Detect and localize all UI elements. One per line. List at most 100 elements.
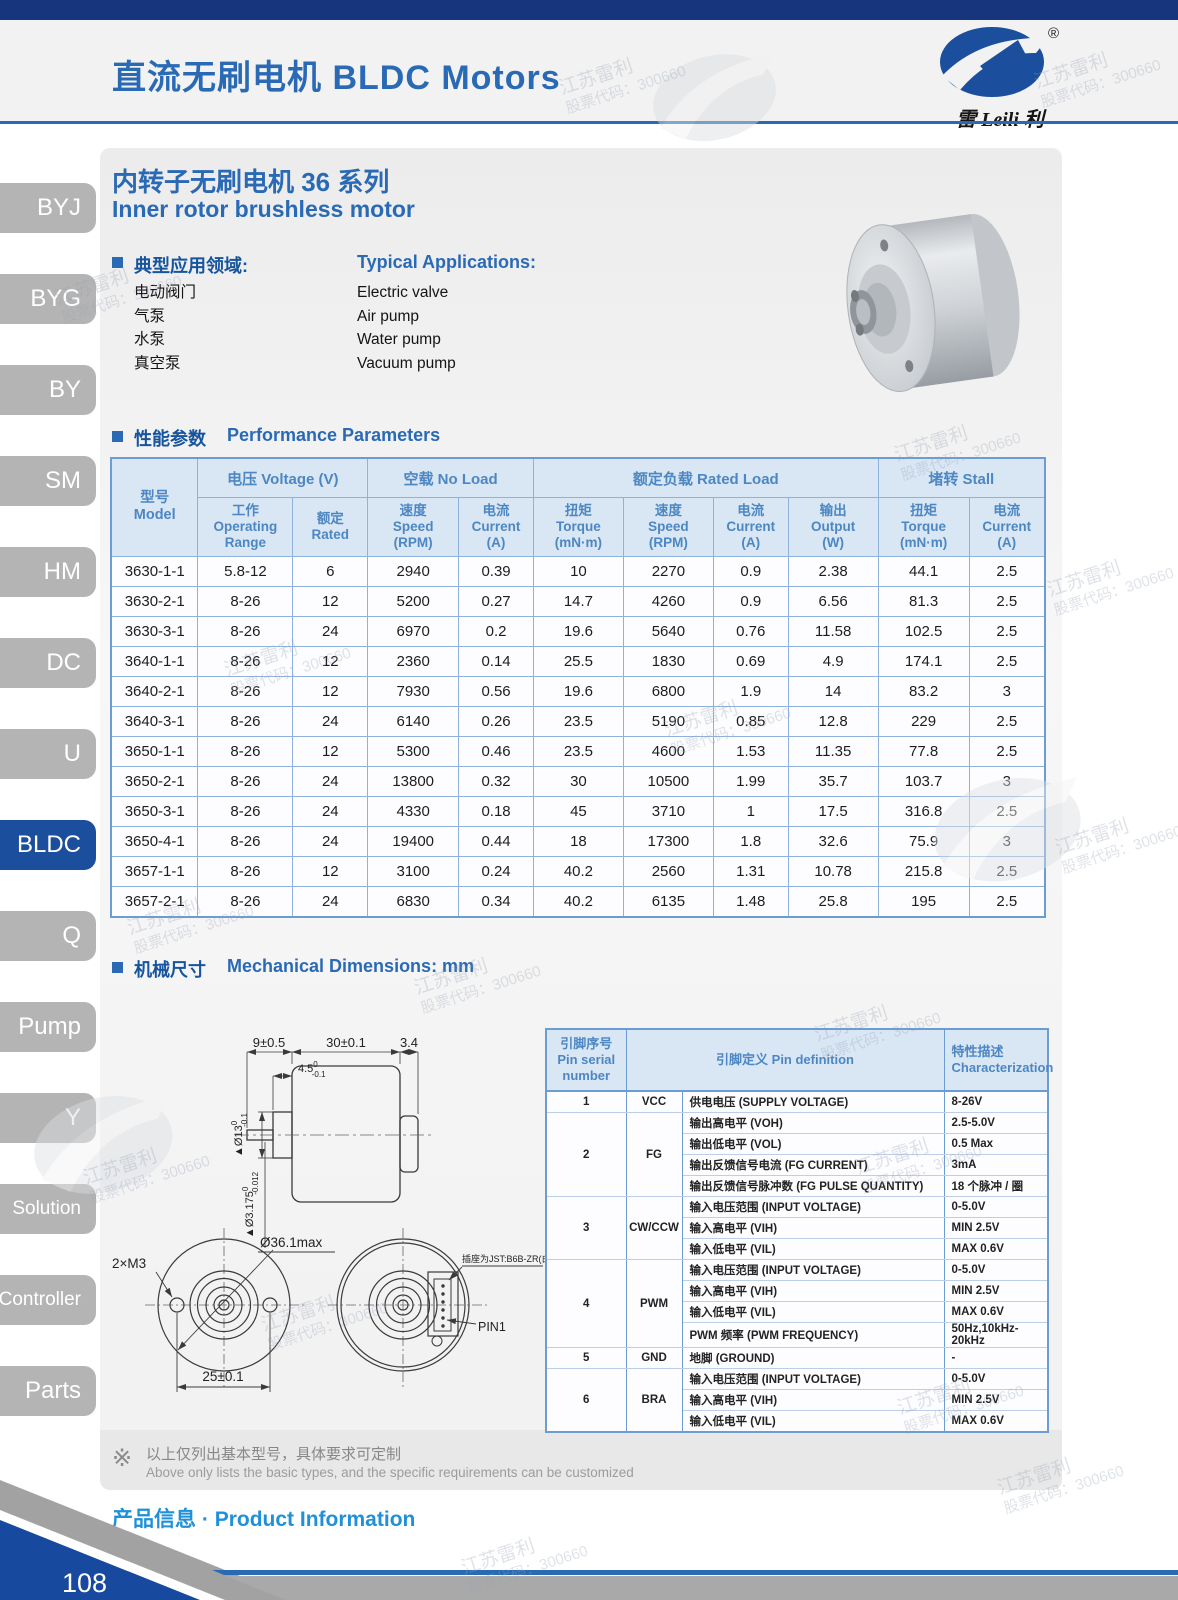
pin-definition: PWM 频率 (PWM FREQUENCY) — [681, 1322, 945, 1348]
sidebar-item-byg[interactable]: BYG — [0, 274, 96, 324]
perf-cell: 316.8 — [877, 795, 970, 827]
perf-cell: 2560 — [622, 855, 714, 887]
perf-cell: 4330 — [367, 795, 460, 827]
pin-definition: 输出反馈信号脉冲数 (FG PULSE QUANTITY) — [681, 1175, 945, 1197]
application-zh: 气泵 — [134, 307, 166, 325]
perf-cell: 6800 — [622, 675, 714, 707]
perf-cell: 12 — [292, 855, 369, 887]
footer-graphic: 108 — [0, 1480, 1178, 1600]
dim-body-length: 30±0.1 — [326, 1035, 366, 1050]
pin-number: 4 — [545, 1259, 627, 1348]
sidebar-item-q[interactable]: Q — [0, 911, 96, 961]
sidebar-item-pump[interactable]: Pump — [0, 1002, 96, 1052]
sidebar-item-dc[interactable]: DC — [0, 638, 96, 688]
perf-cell: 12.8 — [787, 705, 879, 737]
perf-sub-header: 扭矩 Torque (mN·m) — [877, 497, 970, 557]
top-bar — [0, 0, 1178, 20]
application-item: 真空泵 Vacuum pump — [134, 352, 634, 376]
perf-row: 3630-1-1 5.8-12 6 2940 0.39 10 2270 0.9 2.38 44.1… — [110, 555, 1046, 587]
perf-cell: 11.35 — [787, 735, 879, 767]
pin-definition: 输入低电平 (VIL) — [681, 1238, 945, 1260]
perf-cell: 5300 — [367, 735, 460, 767]
sidebar-item-u[interactable]: U — [0, 729, 96, 779]
pin-characterization: 0.5 Max — [943, 1133, 1049, 1155]
sidebar-item-byj[interactable]: BYJ — [0, 183, 96, 233]
perf-cell: 215.8 — [877, 855, 970, 887]
pin-number: 1 — [545, 1090, 627, 1113]
perf-row: 3650-4-1 8-26 24 19400 0.44 18 17300 1.8 32.6 75.… — [110, 825, 1046, 857]
pin-header-definition: 引脚定义 Pin definition — [625, 1028, 945, 1092]
perf-cell: 0.44 — [458, 825, 534, 857]
sidebar-item-parts[interactable]: Parts — [0, 1366, 96, 1416]
application-zh: 真空泵 — [134, 354, 181, 372]
application-zh: 水泵 — [134, 331, 166, 348]
sidebar-item-y[interactable]: Y — [0, 1093, 96, 1143]
perf-cell: 75.9 — [877, 825, 970, 857]
perf-sub-header: 输出 Output (W) — [787, 497, 879, 557]
perf-cell: 19400 — [367, 825, 460, 857]
pin-name: VCC — [625, 1090, 683, 1113]
perf-cell: 2.5 — [968, 645, 1046, 677]
sidebar: BYJ BYG BY SM HM DC U BLDC Q Pump Y Solution Control… — [0, 183, 96, 1416]
application-en: Vacuum pump — [357, 354, 456, 372]
perf-cell: 14.7 — [532, 585, 624, 617]
leili-logo-icon: ® — [940, 25, 1059, 97]
perf-cell: 30 — [532, 765, 624, 797]
perf-cell: 8-26 — [197, 585, 294, 617]
perf-cell: 8-26 — [197, 645, 294, 677]
application-item: 气泵 Air pump — [134, 305, 634, 329]
perf-cell: 40.2 — [532, 855, 624, 887]
pin-row: 4 PWM 输入电压范围 (INPUT VOLTAGE) 0-5.0V — [545, 1259, 1049, 1348]
perf-row: 3640-3-1 8-26 24 6140 0.26 23.5 5190 0.85 12.8 22… — [110, 705, 1046, 737]
rear-view-circle — [336, 1238, 470, 1372]
perf-cell: 229 — [877, 705, 970, 737]
pin-row: 1 VCC 供电电压 (SUPPLY VOLTAGE) 8-26V — [545, 1090, 1049, 1113]
perf-sub-header: 电流 Current (A) — [968, 497, 1046, 557]
perf-row: 3650-1-1 8-26 12 5300 0.46 23.5 4600 1.53 11.35 7… — [110, 735, 1046, 767]
pin-number: 5 — [545, 1347, 627, 1369]
perf-cell: 3 — [968, 825, 1046, 857]
perf-cell: 0.85 — [712, 705, 789, 737]
perf-cell: 5640 — [622, 615, 714, 647]
sidebar-item-sm[interactable]: SM — [0, 456, 96, 506]
perf-cell: 4.9 — [787, 645, 879, 677]
sidebar-item-hm[interactable]: HM — [0, 547, 96, 597]
perf-sub-header: 工作 Operating Range — [197, 497, 294, 557]
pin1-label: PIN1 — [478, 1320, 506, 1334]
perf-cell-model: 3650-4-1 — [110, 825, 199, 857]
perf-group-header: 额定负载 Rated Load — [532, 457, 879, 498]
motor-rear-boss — [399, 1115, 419, 1173]
pin-number: 6 — [545, 1368, 627, 1433]
footer-label-separator: · — [201, 1508, 209, 1531]
perf-sub-header: 电流 Current (A) — [458, 497, 534, 557]
perf-cell: 81.3 — [877, 585, 970, 617]
pin-definition: 输出低电平 (VOL) — [681, 1133, 945, 1155]
perf-cell: 1.99 — [712, 765, 789, 797]
front-view-circle — [157, 1238, 291, 1372]
sidebar-item-controller[interactable]: Controller — [0, 1275, 96, 1325]
perf-cell-model: 3630-1-1 — [110, 555, 199, 587]
perf-sub-header: 速度 Speed (RPM) — [622, 497, 714, 557]
perf-cell: 2270 — [622, 555, 714, 587]
perf-cell: 77.8 — [877, 735, 970, 767]
perf-row: 3657-1-1 8-26 12 3100 0.24 40.2 2560 1.31 10.78 2… — [110, 855, 1046, 887]
note-band — [100, 1430, 1062, 1490]
sidebar-item-solution[interactable]: Solution — [0, 1184, 96, 1234]
page-title: 直流无刷电机 BLDC Motors — [112, 50, 561, 99]
sidebar-item-bldc[interactable]: BLDC — [0, 820, 96, 870]
pin-name: GND — [625, 1347, 683, 1369]
pin-name: BRA — [625, 1368, 683, 1433]
perf-cell: 6135 — [622, 885, 714, 918]
perf-cell: 12 — [292, 585, 369, 617]
page-title-en: BLDC Motors — [332, 59, 561, 97]
sidebar-item-by[interactable]: BY — [0, 365, 96, 415]
perf-cell: 0.2 — [458, 615, 534, 647]
perf-sub-header: 电流 Current (A) — [712, 497, 789, 557]
perf-cell: 4260 — [622, 585, 714, 617]
perf-cell: 8-26 — [197, 795, 294, 827]
perf-cell: 12 — [292, 735, 369, 767]
watermark-text: 江苏雷利 股票代码：300660 — [1052, 815, 1178, 878]
pin-definition: 输入高电平 (VIH) — [681, 1389, 945, 1411]
page-title-zh: 直流无刷电机 — [112, 59, 322, 97]
perf-cell: 2.5 — [968, 855, 1046, 887]
